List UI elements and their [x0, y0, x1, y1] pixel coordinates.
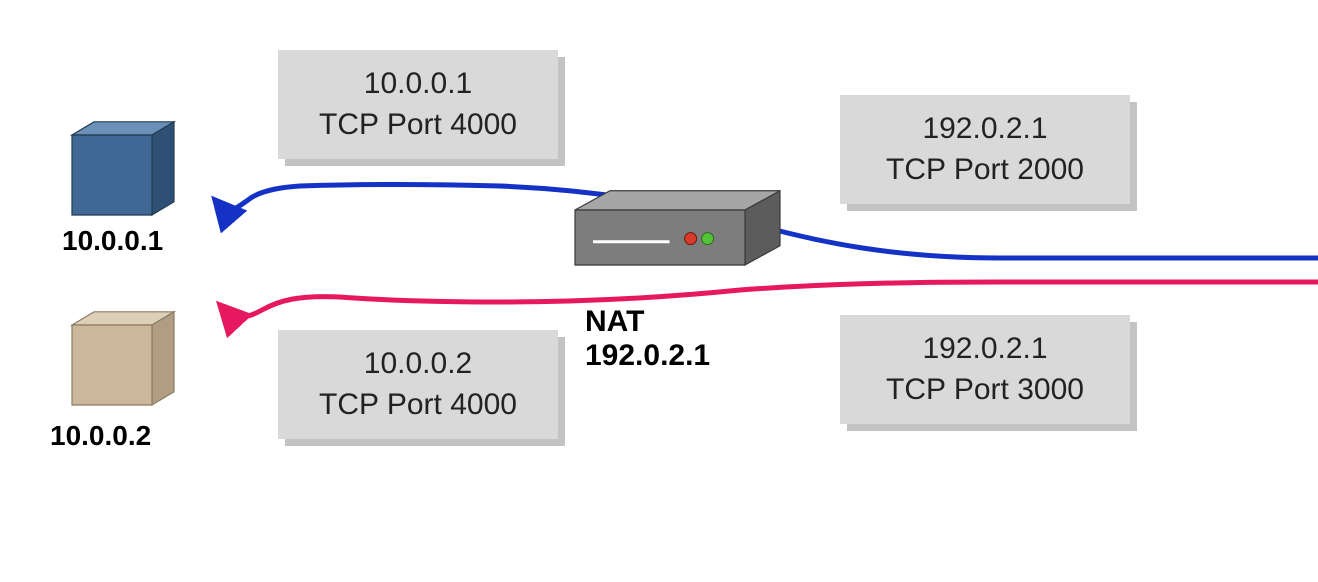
host1-cube-icon — [72, 122, 174, 215]
port-text: TCP Port 2000 — [864, 150, 1106, 191]
nat-label: NAT 192.0.2.1 — [585, 305, 710, 373]
nat-router-icon — [575, 191, 780, 265]
label-box-external-1: 192.0.2.1 TCP Port 2000 — [840, 95, 1130, 204]
ip-text: 192.0.2.1 — [864, 329, 1106, 370]
host2-label: 10.0.0.2 — [50, 420, 151, 452]
nat-label-line1: NAT — [585, 305, 644, 338]
ip-text: 192.0.2.1 — [864, 109, 1106, 150]
ip-text: 10.0.0.1 — [302, 64, 534, 105]
label-box-internal-1: 10.0.0.1 TCP Port 4000 — [278, 50, 558, 159]
host1-label: 10.0.0.1 — [62, 225, 163, 257]
svg-layer — [0, 0, 1318, 582]
nat-label-line2: 192.0.2.1 — [585, 339, 710, 372]
flow-lines — [215, 185, 1318, 317]
port-text: TCP Port 3000 — [864, 370, 1106, 411]
diagram-stage: 10.0.0.1 TCP Port 4000 10.0.0.2 TCP Port… — [0, 0, 1318, 582]
label-box-internal-2: 10.0.0.2 TCP Port 4000 — [278, 330, 558, 439]
port-text: TCP Port 4000 — [302, 385, 534, 426]
label-box-external-2: 192.0.2.1 TCP Port 3000 — [840, 315, 1130, 424]
host2-cube-icon — [72, 312, 174, 405]
port-text: TCP Port 4000 — [302, 105, 534, 146]
ip-text: 10.0.0.2 — [302, 344, 534, 385]
